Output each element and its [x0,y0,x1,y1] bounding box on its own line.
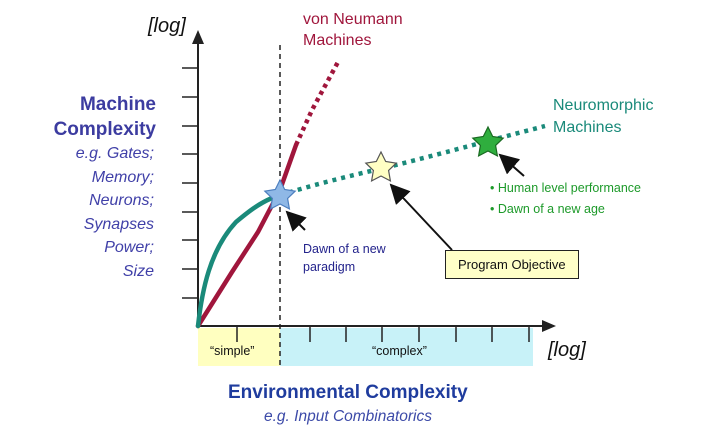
human-level-arrow-icon [498,153,525,177]
y-axis-title-line: Complexity [53,119,156,140]
complex-region [280,328,533,366]
y-axis-example: Power; [104,239,154,256]
y-axis-example: Synapses [83,215,154,233]
x-axis-ticks [236,326,530,342]
human-level-item: • Dawn of a new age [490,202,605,216]
human-level-annotation: • Human level performance • Dawn of a ne… [490,178,641,220]
y-axis-example: Size [122,262,154,280]
y-axis-scale-label: [log] [148,15,186,37]
program-objective-box: Program Objective [445,250,579,279]
objective-arrow-icon [389,183,453,251]
von-neumann-label-line: von Neumann [303,11,403,28]
neuromorphic-curve-projection [271,123,546,201]
von-neumann-curve-projection [293,60,340,146]
x-axis-title: Environmental Complexity [228,382,468,403]
von-neumann-label-line: Machines [303,32,372,49]
y-axis-ticks [182,67,198,299]
neuromorphic-label-line: Machines [553,119,622,136]
human-level-star-icon [471,125,505,157]
y-axis-examples: e.g. Gates; Memory; Neurons; Synapses Po… [20,142,154,283]
von-neumann-curve [195,142,299,329]
neuromorphic-label-line: Neuromorphic [553,97,654,114]
dawn-annotation-line: paradigm [303,260,356,274]
program-objective-star-icon [364,150,398,182]
human-level-item: • Human level performance [490,181,641,195]
x-axis-arrow-icon [542,320,556,332]
paradigm-star-icon [263,178,297,210]
y-axis-title-line: Machine [79,94,156,115]
x-axis-subtitle: e.g. Input Combinatorics [264,408,433,425]
y-axis-example: Memory; [91,168,154,186]
neuromorphic-curve [195,195,275,329]
complex-region-label: “complex” [372,344,427,358]
y-axis-arrow-icon [192,30,204,44]
y-axis-example: Neurons; [89,192,154,209]
y-axis-title: Machine Complexity [20,92,156,142]
dawn-annotation: Dawn of a new paradigm [303,240,386,276]
dawn-annotation-line: Dawn of a new [303,242,386,256]
neuromorphic-label: Neuromorphic Machines [553,95,653,139]
y-axis-example: e.g. Gates; [75,145,154,162]
x-axis-scale-label: [log] [548,339,586,361]
von-neumann-label: von Neumann Machines [303,9,403,51]
simple-region [198,328,280,366]
simple-region-label: “simple” [210,344,255,358]
dawn-arrow-icon [285,210,307,232]
